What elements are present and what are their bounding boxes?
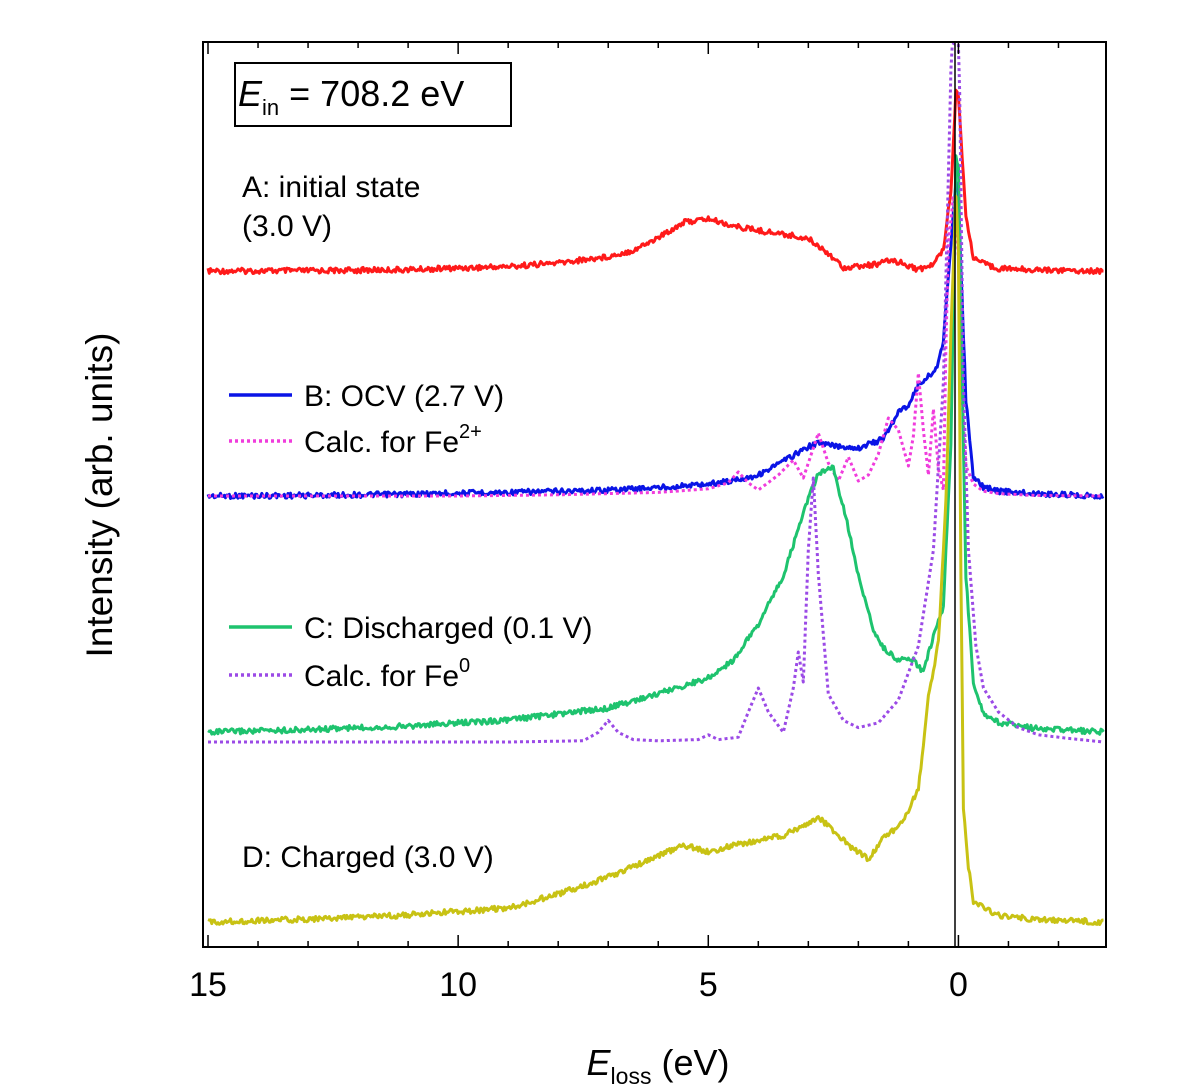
legend-label-0: B: OCV (2.7 V) [304, 380, 504, 413]
plot-frame [202, 41, 1107, 948]
x-tick-label-0: 15 [189, 966, 227, 1004]
x-tick-label-1: 10 [439, 966, 477, 1004]
label-d: D: Charged (3.0 V) [242, 841, 494, 874]
x-ticks: 15 10 5 0 [189, 42, 1060, 1004]
x-tick-label-3: 0 [949, 966, 968, 1004]
energy-box-e: E [238, 73, 263, 114]
y-axis-label: Intensity (arb. units) [79, 333, 120, 658]
x-axis-label-e: E [587, 1042, 612, 1083]
svg-text:Ein = 708.2 eV: Ein = 708.2 eV [238, 73, 464, 120]
energy-box-value: = 708.2 eV [279, 73, 464, 114]
legend: B: OCV (2.7 V) Calc. for Fe2+ C: Discharge… [229, 380, 592, 693]
x-axis-label-sub: loss [611, 1063, 652, 1089]
energy-box-sub: in [262, 95, 279, 120]
x-axis-label: Eloss (eV) [587, 1042, 730, 1089]
label-a-line1: A: initial state [242, 171, 420, 204]
legend-label-3: Calc. for Fe0 [304, 655, 470, 693]
x-axis-label-unit: (eV) [651, 1042, 729, 1083]
legend-label-2: C: Discharged (0.1 V) [304, 612, 592, 645]
legend-label-1: Calc. for Fe2+ [304, 421, 482, 459]
energy-box: Ein = 708.2 eV [234, 62, 512, 127]
label-a-line2: (3.0 V) [242, 210, 332, 243]
x-tick-label-2: 5 [699, 966, 718, 1004]
